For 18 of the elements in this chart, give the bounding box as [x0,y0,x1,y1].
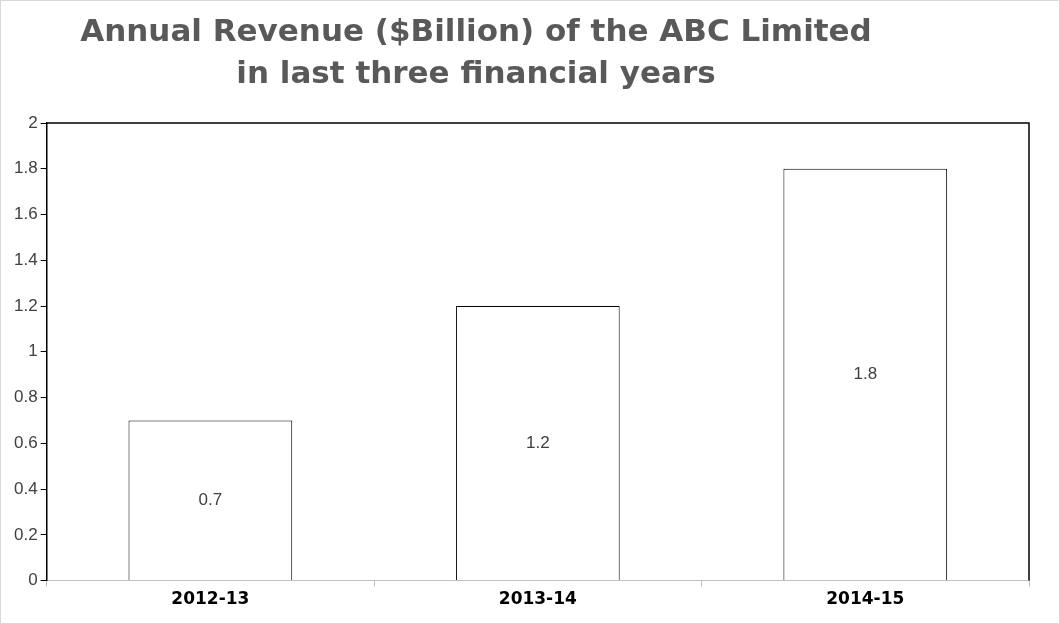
x-tick-label: 2013-14 [498,588,577,609]
y-tick-label: 1.4 [13,249,38,269]
y-tick-label: 0.6 [13,433,38,453]
y-tick-label: 0 [28,570,38,590]
y-tick-label: 0.2 [13,524,38,544]
y-tick-label: 1.2 [13,295,38,315]
x-tick-label: 2012-13 [171,588,250,609]
data-label: 0.7 [198,489,223,509]
chart-title: Annual Revenue ($Billion) of the ABC Limited in last three financial years [79,11,873,92]
y-tick-label: 2 [28,112,38,132]
data-label: 1.8 [853,364,878,384]
y-tick-label: 1.8 [13,158,38,178]
y-tick-label: 0.8 [13,387,38,407]
x-tick-label: 2014-15 [826,588,905,609]
data-label: 1.2 [526,432,550,452]
y-tick-label: 1 [28,341,38,361]
y-tick-label: 1.6 [13,204,38,224]
y-tick-label: 0.4 [13,478,38,498]
